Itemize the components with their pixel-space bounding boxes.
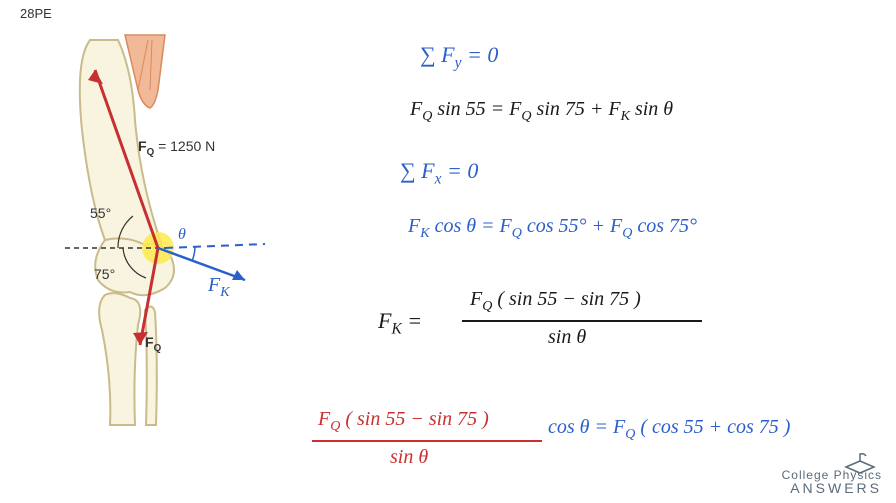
tibia	[99, 293, 140, 425]
fq-lower-label: FQ	[145, 334, 161, 354]
eq-fk-fracline	[462, 320, 702, 322]
eq-fy-expand: FQ sin 55 = FQ sin 75 + FK sin θ	[410, 98, 673, 125]
eq-sum-fy: ∑ Fy = 0	[420, 42, 498, 72]
eq-fk-lhs: FK =	[378, 308, 422, 338]
angle-55-label: 55°	[90, 205, 111, 221]
eq-fk-den: sin θ	[548, 326, 586, 349]
eq-fk-num: FQ ( sin 55 − sin 75 )	[470, 288, 641, 315]
brand-bottom: ANSWERS	[782, 481, 882, 495]
problem-label: 28PE	[20, 6, 52, 21]
eq-fx-expand: FK cos θ = FQ cos 55° + FQ cos 75°	[408, 215, 697, 242]
diagram-svg	[20, 30, 270, 430]
eq6-fracline	[312, 440, 542, 442]
theta-label: θ	[178, 226, 186, 244]
knee-diagram: FQ = 1250 N 55° 75° FQ FK θ	[20, 30, 270, 430]
brand-label: College Physics ANSWERS	[782, 469, 882, 495]
theta-arc	[192, 247, 195, 261]
blue-dashed	[165, 244, 265, 248]
eq6-den: sin θ	[390, 446, 428, 469]
fibula	[145, 306, 157, 425]
eq6-num: FQ ( sin 55 − sin 75 )	[318, 408, 489, 435]
eq-sum-fx: ∑ Fx = 0	[400, 158, 478, 188]
angle-75-label: 75°	[94, 266, 115, 282]
fq-value-label: FQ = 1250 N	[138, 138, 215, 158]
fk-label: FK	[208, 274, 230, 301]
eq6-rhs: cos θ = FQ ( cos 55 + cos 75 )	[548, 416, 790, 443]
